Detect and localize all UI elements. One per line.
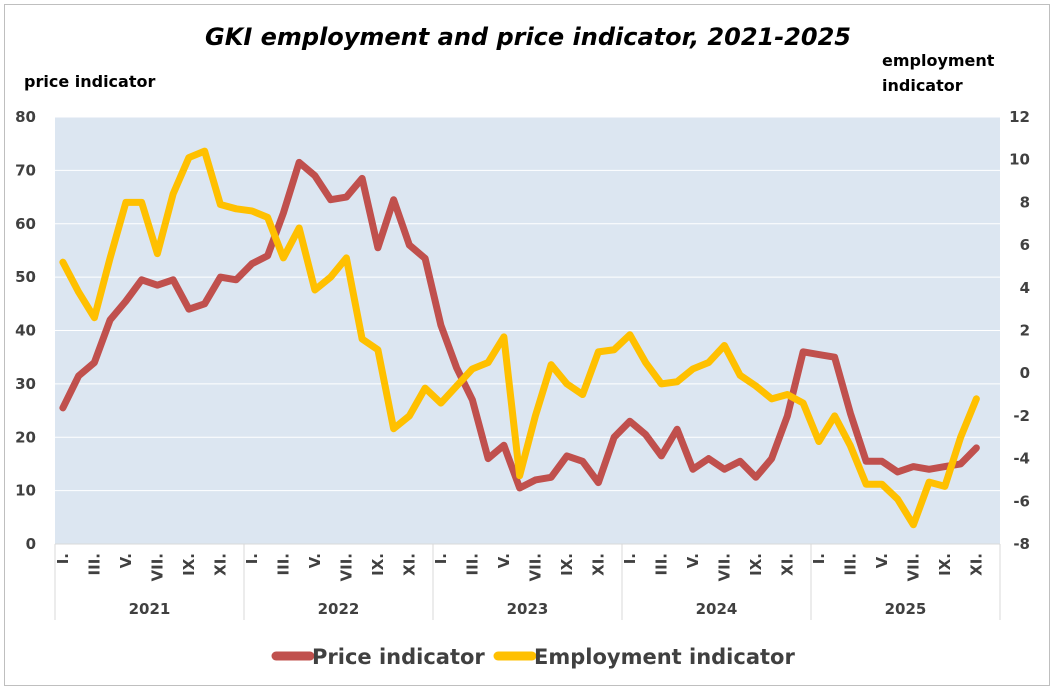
right-tick-label: 10 [1009, 151, 1030, 169]
month-label: VII. [526, 553, 544, 581]
month-label: XI. [967, 553, 985, 576]
year-label: 2021 [129, 600, 171, 618]
left-tick-label: 20 [15, 428, 36, 446]
month-label: IX. [936, 553, 954, 576]
month-label: VII. [337, 553, 355, 581]
legend-label-employment: Employment indicator [534, 645, 795, 669]
left-tick-label: 60 [15, 215, 36, 233]
right-tick-label: -4 [1013, 450, 1030, 468]
month-label: V. [117, 553, 135, 568]
x-axis: 2021 I. III. V. VII. IX. XI. 2022 I. III. V. VII. IX… [54, 543, 1001, 620]
right-tick-label: -8 [1013, 535, 1030, 553]
month-label: III. [841, 553, 859, 575]
right-axis-title-line-1: employment [882, 51, 995, 70]
year-label: 2025 [885, 600, 927, 618]
month-label: I. [243, 553, 261, 564]
right-tick-label: 4 [1020, 279, 1030, 297]
employment-indicator-line [59, 147, 980, 529]
right-tick-label: 2 [1020, 322, 1030, 340]
month-label: XI. [211, 553, 229, 576]
month-label: IX. [180, 553, 198, 576]
right-tick-label: 12 [1009, 108, 1030, 126]
month-label: V. [495, 553, 513, 568]
month-label: IX. [747, 553, 765, 576]
month-label: VII. [148, 553, 166, 581]
month-label: V. [306, 553, 324, 568]
month-label: I. [621, 553, 639, 564]
month-label: I. [432, 553, 450, 564]
right-tick-label: 6 [1020, 236, 1030, 254]
left-tick-label: 70 [15, 161, 36, 179]
month-label: III. [85, 553, 103, 575]
month-label: XI. [589, 553, 607, 576]
left-tick-label: 30 [15, 375, 36, 393]
month-label: XI. [778, 553, 796, 576]
month-label: I. [810, 553, 828, 564]
right-tick-label: 0 [1020, 364, 1030, 382]
right-tick-label: -6 [1013, 492, 1030, 510]
month-label: I. [54, 553, 72, 564]
month-label: VII. [715, 553, 733, 581]
month-label: III. [652, 553, 670, 575]
year-label: 2023 [507, 600, 549, 618]
series-lines [59, 147, 980, 529]
legend-label-price: Price indicator [312, 645, 485, 669]
left-tick-label: 50 [15, 268, 36, 286]
year-label: 2024 [696, 600, 738, 618]
left-tick-label: 80 [15, 108, 36, 126]
month-label: IX. [558, 553, 576, 576]
left-axis: 0 10 20 30 40 50 60 70 80 [15, 108, 36, 553]
month-label: V. [684, 553, 702, 568]
right-tick-label: -2 [1013, 407, 1030, 425]
month-label: V. [873, 553, 891, 568]
right-axis-title-line-2: indicator [882, 76, 963, 95]
legend: Price indicator Employment indicator [271, 645, 795, 669]
month-label: III. [274, 553, 292, 575]
year-label: 2022 [318, 600, 360, 618]
price-indicator-line [59, 158, 980, 492]
left-tick-label: 0 [26, 535, 36, 553]
left-tick-label: 40 [15, 322, 36, 340]
left-axis-title: price indicator [24, 72, 155, 91]
left-tick-label: 10 [15, 482, 36, 500]
right-tick-label: 8 [1020, 193, 1030, 211]
month-label: XI. [400, 553, 418, 576]
month-label: III. [463, 553, 481, 575]
right-axis: -8 -6 -4 -2 0 2 4 6 8 10 12 [1009, 108, 1030, 553]
chart-title: GKI employment and price indicator, 2021… [205, 23, 851, 51]
month-label: VII. [904, 553, 922, 581]
month-label: IX. [369, 553, 387, 576]
